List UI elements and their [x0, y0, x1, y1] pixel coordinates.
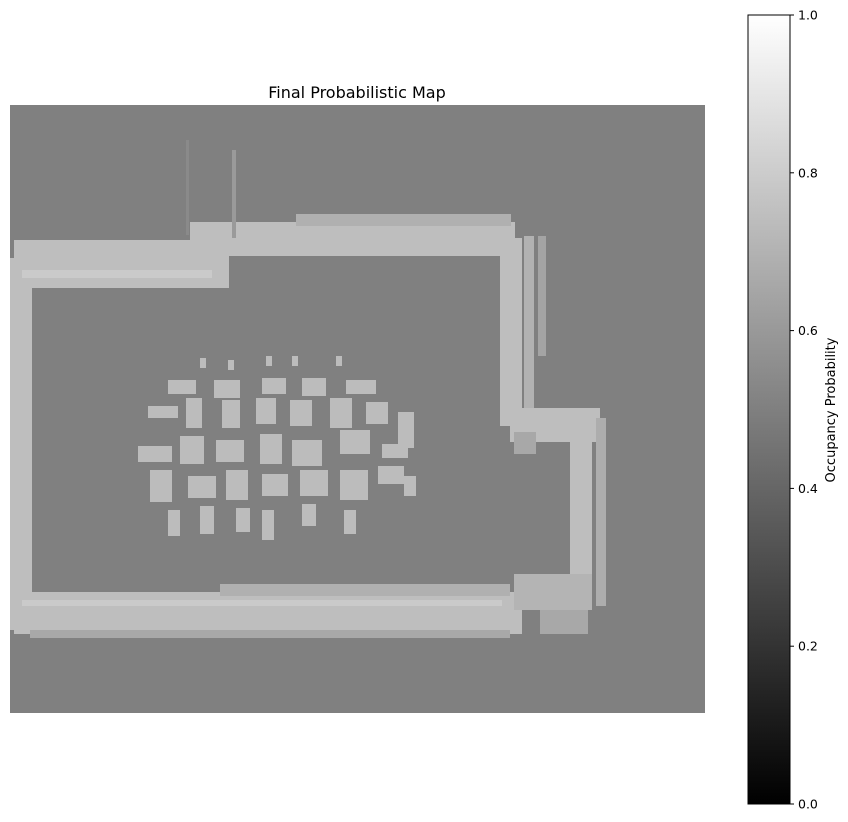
obstacle-cluster [138, 356, 416, 540]
heatmap [10, 105, 705, 713]
colorbar-tick-label: 0.2 [798, 639, 818, 654]
chart-title: Final Probabilistic Map [268, 83, 446, 102]
colorbar-gradient [747, 14, 791, 805]
colorbar-tick-label: 0.8 [798, 165, 818, 180]
colorbar-tick-label: 0.4 [798, 481, 818, 496]
colorbar-ticks: 0.0 0.2 0.4 0.6 0.8 1.0 [790, 8, 818, 812]
colorbar-label: Occupancy Probability [824, 337, 839, 482]
colorbar-tick-label: 0.6 [798, 323, 818, 338]
colorbar: 0.0 0.2 0.4 0.6 0.8 1.0 Occupancy Probability [747, 8, 839, 812]
colorbar-tick-label: 1.0 [798, 8, 818, 23]
colorbar-tick-label: 0.0 [798, 797, 818, 812]
occupied-walls [10, 140, 606, 638]
